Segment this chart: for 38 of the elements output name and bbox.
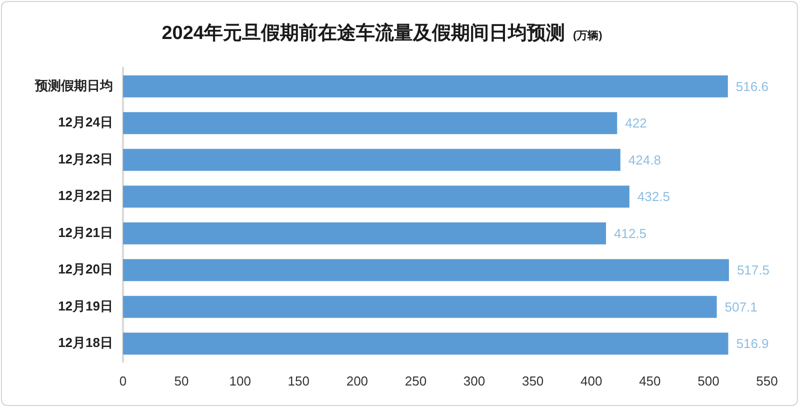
bar bbox=[123, 148, 620, 171]
bar bbox=[123, 112, 618, 134]
data-label: 517.5 bbox=[736, 262, 770, 278]
x-tick-label: 500 bbox=[698, 373, 720, 388]
x-tick-label: 300 bbox=[463, 373, 486, 388]
y-tick-label: 12月22日 bbox=[58, 188, 113, 204]
x-tick-label: 250 bbox=[404, 373, 427, 388]
bar bbox=[123, 296, 717, 318]
data-label: 412.5 bbox=[614, 226, 647, 241]
bar bbox=[123, 222, 606, 244]
y-tick-label: 12月21日 bbox=[58, 224, 113, 240]
chart-subtitle: (万辆) bbox=[572, 30, 602, 42]
bar bbox=[123, 75, 728, 98]
y-tick-label: 12月19日 bbox=[58, 298, 113, 314]
y-tick-label: 12月24日 bbox=[58, 114, 113, 130]
bar bbox=[123, 332, 728, 355]
data-label: 422 bbox=[625, 116, 647, 131]
x-tick-label: 400 bbox=[580, 373, 602, 388]
data-label: 507.1 bbox=[724, 299, 758, 314]
x-tick-label: 0 bbox=[119, 373, 127, 388]
data-label: 432.5 bbox=[637, 189, 670, 204]
y-tick-label: 12月18日 bbox=[58, 335, 113, 350]
x-tick-label: 100 bbox=[229, 373, 251, 388]
y-tick-label: 12月20日 bbox=[58, 262, 113, 277]
bar bbox=[123, 259, 729, 282]
data-label: 516.9 bbox=[736, 336, 769, 352]
y-tick-label: 预测假期日均 bbox=[34, 78, 113, 93]
x-tick-label: 50 bbox=[174, 373, 189, 388]
x-tick-label: 150 bbox=[288, 373, 310, 388]
x-tick-label: 550 bbox=[756, 373, 778, 388]
x-tick-label: 450 bbox=[639, 373, 661, 388]
x-tick-label: 200 bbox=[346, 373, 368, 388]
bar bbox=[123, 186, 630, 208]
chart-title: 2024年元旦假期前在途车流量及假期间日均预测 bbox=[162, 23, 565, 44]
y-tick-label: 12月23日 bbox=[58, 151, 113, 166]
x-tick-label: 350 bbox=[522, 373, 544, 388]
data-label: 516.6 bbox=[736, 78, 768, 94]
data-label: 424.8 bbox=[628, 152, 661, 168]
